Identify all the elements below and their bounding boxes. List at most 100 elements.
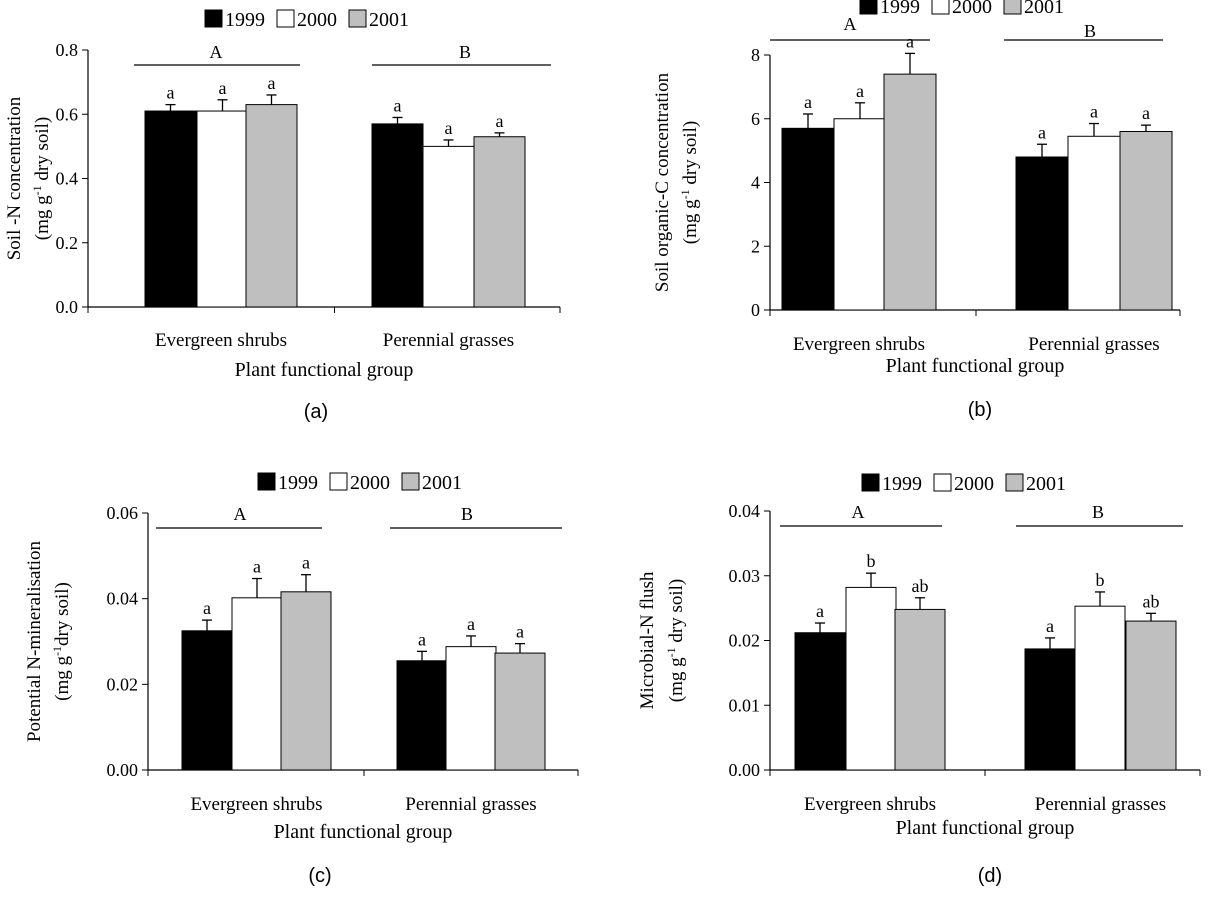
group-letter: B xyxy=(1092,502,1104,522)
significance-letter: a xyxy=(1038,122,1046,142)
y-tick-label: 0.02 xyxy=(729,631,761,651)
significance-letter: ab xyxy=(1143,591,1160,611)
group-letter: A xyxy=(852,502,865,522)
bar-2000-perennial-grasses xyxy=(422,145,475,308)
bar-1999-perennial-grasses xyxy=(371,123,424,308)
bar-2001-perennial-grasses xyxy=(473,136,526,308)
bar-2000-evergreen-shrubs xyxy=(833,118,887,311)
bar-2000-perennial-grasses xyxy=(1067,135,1121,311)
bar-2001-evergreen-shrubs xyxy=(280,591,332,771)
bar-2001-evergreen-shrubs xyxy=(245,104,298,308)
y-axis-label: Soil organic-C concentration xyxy=(652,72,673,292)
x-axis-label: Plant functional group xyxy=(235,359,414,381)
legend-label-2001: 2001 xyxy=(1024,0,1064,18)
y-tick-label: 0.03 xyxy=(729,566,761,586)
legend-label-2000: 2000 xyxy=(954,473,994,495)
significance-letter: a xyxy=(302,553,310,573)
panel-label: (d) xyxy=(978,865,1002,887)
y-tick-label: 0.8 xyxy=(56,40,79,60)
legend-swatch-2000 xyxy=(931,0,950,15)
legend-swatch-2001 xyxy=(348,9,367,28)
category-label: Perennial grasses xyxy=(383,330,514,351)
bar-2000-evergreen-shrubs xyxy=(231,597,283,771)
y-tick-label: 0.04 xyxy=(729,501,761,521)
category-label: Perennial grasses xyxy=(405,794,536,815)
bar-1999-evergreen-shrubs xyxy=(181,630,233,771)
legend-swatch-2001 xyxy=(1003,0,1022,15)
panel-label: (a) xyxy=(304,401,328,423)
category-label: Perennial grasses xyxy=(1035,794,1166,815)
y-tick-label: 0.02 xyxy=(107,674,139,694)
legend-label-2001: 2001 xyxy=(369,9,409,31)
significance-letter: b xyxy=(1096,570,1105,590)
x-axis-label: Plant functional group xyxy=(896,817,1075,839)
bar-1999-evergreen-shrubs xyxy=(781,127,835,311)
bar-2000-evergreen-shrubs xyxy=(845,586,897,771)
bar-2001-perennial-grasses xyxy=(1125,620,1177,771)
y-tick-label: 6 xyxy=(751,109,760,129)
legend-label-2001: 2001 xyxy=(422,472,462,494)
group-letter: A xyxy=(210,42,223,62)
bar-1999-evergreen-shrubs xyxy=(144,110,197,308)
group-letter: B xyxy=(459,42,471,62)
y-axis-label: Potential N-mineralisation xyxy=(24,540,45,742)
significance-letter: a xyxy=(1090,102,1098,122)
legend-label-1999: 1999 xyxy=(880,0,920,18)
significance-letter: a xyxy=(1142,103,1150,123)
y-tick-label: 8 xyxy=(751,45,760,65)
y-tick-label: 0.6 xyxy=(56,104,79,124)
bar-2001-evergreen-shrubs xyxy=(883,73,937,311)
chart-panel-c: 0.00 0.02 0.04 0.06 a a a a a a A B 1999 2000 2001 Ever… xyxy=(24,472,579,887)
panel-label: (b) xyxy=(968,399,992,421)
chart-panel-b: 0 2 4 6 8 a a a a a a A B 1999 2000 2001 Evergreen shrub… xyxy=(652,0,1181,421)
bar-1999-perennial-grasses xyxy=(1015,156,1069,311)
y-axis-label: Soil -N concentration xyxy=(4,96,25,260)
legend-label-1999: 1999 xyxy=(278,472,318,494)
significance-letter: a xyxy=(496,111,504,131)
group-letter: B xyxy=(461,504,473,524)
legend-label-2000: 2000 xyxy=(297,9,337,31)
x-axis-label: Plant functional group xyxy=(274,821,453,843)
y-axis-unit-label: (mg g-1dry soil) xyxy=(50,582,73,701)
significance-letter: a xyxy=(816,601,824,621)
legend-swatch-2000 xyxy=(933,473,952,492)
significance-letter: a xyxy=(268,73,276,93)
y-tick-label: 0.04 xyxy=(107,589,139,609)
significance-letter: a xyxy=(467,614,475,634)
bar-1999-evergreen-shrubs xyxy=(794,632,846,771)
significance-letter: a xyxy=(418,629,426,649)
x-axis-label: Plant functional group xyxy=(886,355,1065,377)
legend-swatch-1999 xyxy=(861,473,880,492)
legend-swatch-1999 xyxy=(859,0,878,15)
y-tick-label: 0.0 xyxy=(56,297,79,317)
legend-label-2001: 2001 xyxy=(1026,473,1066,495)
y-axis-unit-label: (mg g-1 dry soil) xyxy=(678,121,701,244)
legend-swatch-1999 xyxy=(257,472,276,491)
panel-label: (c) xyxy=(308,865,331,887)
significance-letter: a xyxy=(394,95,402,115)
y-tick-label: 0.06 xyxy=(107,503,139,523)
group-letter: B xyxy=(1084,21,1096,41)
bar-2000-perennial-grasses xyxy=(1074,605,1126,771)
y-axis-label: Microbial-N flush xyxy=(637,571,658,709)
y-tick-label: 0 xyxy=(751,300,760,320)
category-label: Perennial grasses xyxy=(1028,334,1159,355)
significance-letter: a xyxy=(856,81,864,101)
bar-2000-evergreen-shrubs xyxy=(196,110,249,308)
legend-swatch-2000 xyxy=(276,9,295,28)
significance-letter: b xyxy=(867,551,876,571)
legend-label-1999: 1999 xyxy=(882,473,922,495)
significance-letter: ab xyxy=(912,576,929,596)
legend-swatch-2000 xyxy=(329,472,348,491)
legend-swatch-2001 xyxy=(1005,473,1024,492)
category-label: Evergreen shrubs xyxy=(155,330,287,351)
significance-letter: a xyxy=(1046,616,1054,636)
category-label: Evergreen shrubs xyxy=(793,334,925,355)
y-tick-label: 0.00 xyxy=(729,760,761,780)
legend-label-2000: 2000 xyxy=(350,472,390,494)
category-label: Evergreen shrubs xyxy=(190,794,322,815)
legend-swatch-2001 xyxy=(401,472,420,491)
bar-1999-perennial-grasses xyxy=(396,660,448,771)
